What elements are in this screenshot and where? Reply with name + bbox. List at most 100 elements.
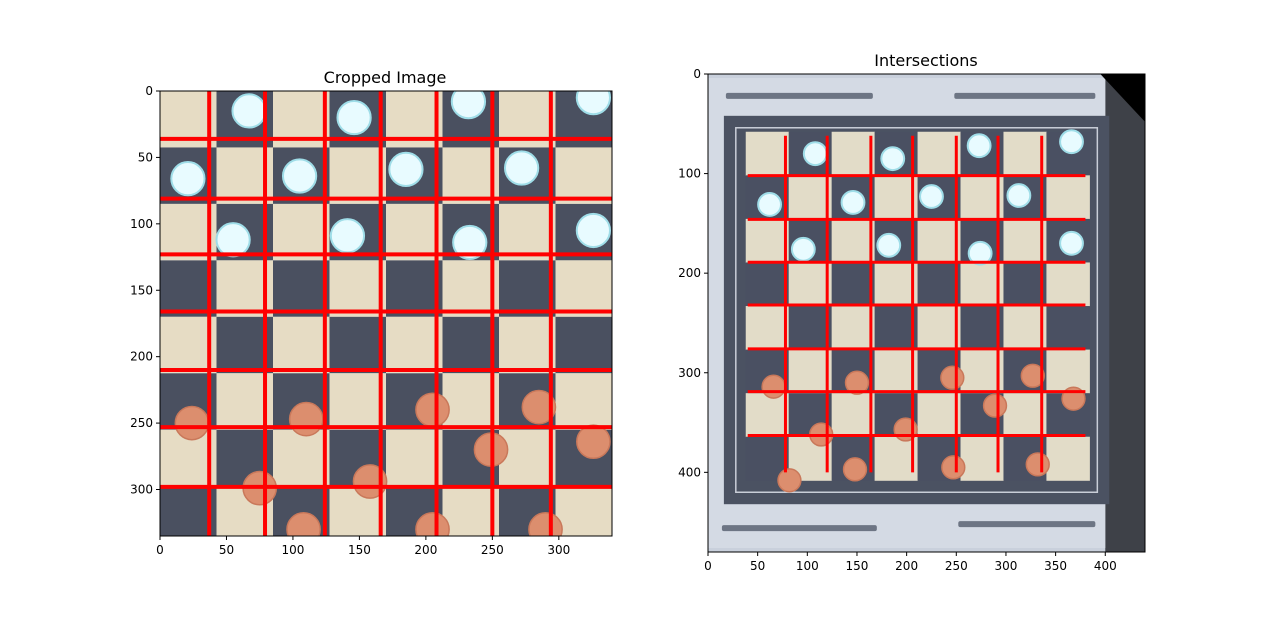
white-piece [577,214,610,247]
light-square [1046,175,1089,219]
orange-piece [1026,453,1049,476]
x-axis-ticks: 0 50 100 150 200 250 300 350 400 [704,552,1117,573]
light-square [273,317,330,373]
x-tick-label: 350 [1044,559,1067,573]
light-square [273,430,330,486]
decor-bar [958,521,1095,527]
light-square [499,430,556,486]
dark-square [330,317,387,373]
orange-piece [778,469,801,492]
dark-square [789,306,832,350]
light-square [273,204,330,260]
y-axis-ticks: 0 100 200 300 400 [678,67,708,479]
light-square [556,486,613,536]
light-square [330,260,387,316]
white-piece [283,159,316,192]
white-piece [1007,184,1030,207]
light-square [789,262,832,306]
orange-piece [529,513,562,546]
intersections-panel: Intersections 0 50 100 150 200 250 300 350 400 0… [678,51,1145,573]
x-tick-label: 0 [704,559,712,573]
y-axis-ticks: 050100150200250300 [130,84,160,497]
orange-piece [941,366,964,389]
orange-piece [984,394,1007,417]
light-square [556,260,613,316]
y-tick-label: 300 [678,366,701,380]
orange-piece [844,458,867,481]
white-piece [881,147,904,170]
white-piece [1060,232,1083,255]
light-square [499,317,556,373]
white-piece [792,238,815,261]
white-piece [758,193,781,216]
light-square [556,147,613,203]
decor-bar [722,525,877,531]
white-piece [877,234,900,257]
y-tick-label: 0 [693,67,701,81]
light-square [1046,350,1089,394]
x-tick-label: 200 [895,559,918,573]
orange-piece [762,375,785,398]
orange-piece [416,393,449,426]
cropped-image-panel: Cropped Image 0 50 100 150 200 250 300 0501001… [130,68,612,557]
light-square [832,132,875,176]
y-tick-label: 250 [130,416,153,430]
light-square [746,219,789,263]
dark-square [386,260,443,316]
x-tick-label: 150 [846,559,869,573]
light-square [746,132,789,176]
light-square [832,393,875,437]
light-square [330,373,387,429]
light-square [1046,262,1089,306]
x-tick-label: 200 [414,543,437,557]
y-tick-label: 200 [678,266,701,280]
decor-bar [726,93,873,99]
light-square [789,350,832,394]
x-tick-label: 300 [547,543,570,557]
white-piece [842,191,865,214]
x-tick-label: 150 [348,543,371,557]
white-piece [452,85,485,118]
photo [708,74,1145,552]
decor-bar [954,93,1095,99]
dark-square [273,260,330,316]
light-square [918,393,961,437]
x-tick-label: 250 [945,559,968,573]
light-square [746,306,789,350]
white-piece [505,151,538,184]
white-piece [232,94,265,127]
dark-square [556,317,613,373]
white-piece [331,219,364,252]
dark-square [499,260,556,316]
white-piece [804,142,827,165]
light-square [556,373,613,429]
y-tick-label: 400 [678,465,701,479]
board-photo [708,74,1145,552]
light-square [918,219,961,263]
white-piece [171,162,204,195]
white-piece [577,81,610,114]
x-tick-label: 300 [995,559,1018,573]
dark-square [832,262,875,306]
x-tick-label: 50 [219,543,234,557]
orange-piece [577,425,610,458]
y-tick-label: 50 [138,150,153,164]
x-tick-label: 100 [281,543,304,557]
chart-title: Intersections [874,51,978,70]
light-square [1046,437,1089,481]
light-square [746,393,789,437]
orange-piece [942,456,965,479]
x-tick-label: 400 [1094,559,1117,573]
y-tick-label: 150 [130,283,153,297]
dark-square [918,262,961,306]
y-tick-label: 300 [130,483,153,497]
x-tick-label: 250 [481,543,504,557]
dark-square [1046,306,1089,350]
light-square [832,219,875,263]
light-square [386,317,443,373]
light-square [386,204,443,260]
white-piece [920,185,943,208]
light-square [499,204,556,260]
